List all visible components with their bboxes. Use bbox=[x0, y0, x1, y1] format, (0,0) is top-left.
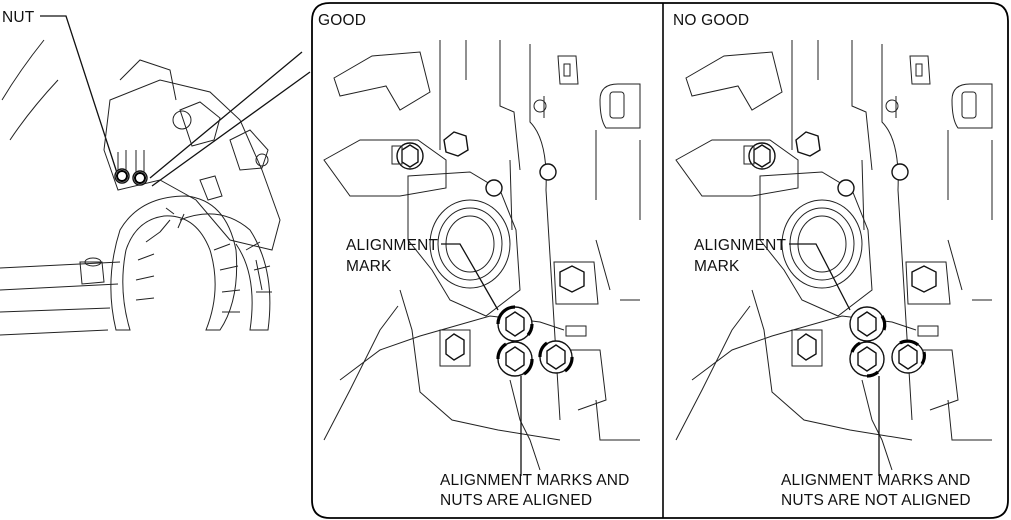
nut-leader-line bbox=[40, 15, 119, 177]
good-alignment-mark-leader bbox=[441, 243, 499, 311]
no-good-panel-title: NO GOOD bbox=[673, 12, 749, 29]
good-bracket-illustration bbox=[323, 40, 641, 471]
good-panel: GOOD bbox=[318, 12, 641, 509]
nut-label: NUT bbox=[2, 9, 35, 26]
engine-overview-illustration: NUT bbox=[0, 9, 311, 336]
no-good-alignment-mark-leader bbox=[789, 243, 851, 311]
good-alignment-mark-label-line2: MARK bbox=[346, 258, 392, 275]
good-caption-line2: NUTS ARE ALIGNED bbox=[440, 492, 592, 509]
good-alignment-mark-label-line1: ALIGNMENT bbox=[346, 237, 439, 254]
no-good-caption-line1: ALIGNMENT MARKS AND bbox=[781, 472, 971, 489]
good-caption-line1: ALIGNMENT MARKS AND bbox=[440, 472, 630, 489]
no-good-bracket-illustration bbox=[675, 40, 993, 471]
no-good-alignment-mark-label-line2: MARK bbox=[694, 258, 740, 275]
callout-line-lower bbox=[151, 71, 311, 187]
good-panel-title: GOOD bbox=[318, 12, 366, 29]
no-good-alignment-mark-label-line1: ALIGNMENT bbox=[694, 237, 787, 254]
no-good-panel: NO GOOD bbox=[673, 12, 993, 509]
detail-panel-frame bbox=[311, 2, 1009, 519]
no-good-caption-line2: NUTS ARE NOT ALIGNED bbox=[781, 492, 971, 509]
callout-line-upper bbox=[149, 51, 303, 179]
